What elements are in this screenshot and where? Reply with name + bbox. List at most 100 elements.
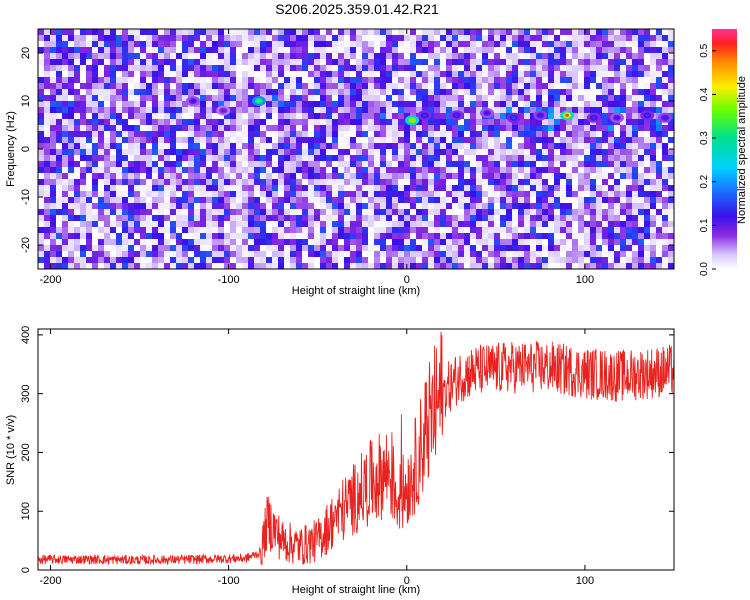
heatmap-cell	[218, 173, 224, 179]
heatmap-cell	[116, 161, 122, 167]
heatmap-cell	[326, 233, 332, 239]
heatmap-cell	[398, 131, 404, 137]
heatmap-cell	[668, 221, 674, 227]
heatmap-cell	[284, 185, 290, 191]
heatmap-cell	[632, 83, 638, 89]
heatmap-cell	[230, 119, 236, 125]
heatmap-cell	[578, 245, 584, 251]
heatmap-cell	[446, 227, 452, 233]
heatmap-cell	[578, 239, 584, 245]
heatmap-cell	[464, 77, 470, 83]
heatmap-cell	[536, 239, 542, 245]
heatmap-cell	[104, 125, 110, 131]
heatmap-cell	[182, 233, 188, 239]
heatmap-cell	[572, 47, 578, 53]
heatmap-cell	[374, 65, 380, 71]
heatmap-cell	[638, 119, 644, 125]
heatmap-cell	[428, 251, 434, 257]
heatmap-cell	[476, 257, 482, 263]
heatmap-cell	[566, 143, 572, 149]
heatmap-cell	[368, 245, 374, 251]
heatmap-cell	[500, 227, 506, 233]
heatmap-cell	[272, 263, 278, 269]
heatmap-cell	[140, 143, 146, 149]
heatmap-cell	[122, 209, 128, 215]
heatmap-cell	[524, 191, 530, 197]
heatmap-cell	[440, 173, 446, 179]
heatmap-cell	[440, 119, 446, 125]
heatmap-cell	[470, 71, 476, 77]
heatmap-cell	[470, 101, 476, 107]
heatmap-cell	[128, 197, 134, 203]
heatmap-cell	[326, 113, 332, 119]
heatmap-cell	[626, 53, 632, 59]
heatmap-cell	[68, 263, 74, 269]
heatmap-cell	[410, 29, 416, 35]
heatmap-cell	[230, 227, 236, 233]
heatmap-cell	[206, 83, 212, 89]
heatmap-cell	[152, 185, 158, 191]
heatmap-cell	[302, 197, 308, 203]
heatmap-cell	[50, 125, 56, 131]
heatmap-cell	[290, 197, 296, 203]
heatmap-cell	[278, 173, 284, 179]
heatmap-cell	[146, 215, 152, 221]
heatmap-cell	[638, 41, 644, 47]
heatmap-cell	[62, 185, 68, 191]
heatmap-cell	[128, 215, 134, 221]
heatmap-cell	[152, 191, 158, 197]
heatmap-cell	[560, 257, 566, 263]
heatmap-cell	[254, 59, 260, 65]
heatmap-cell	[92, 215, 98, 221]
heatmap-cell	[260, 119, 266, 125]
heatmap-cell	[332, 137, 338, 143]
heatmap-cell	[626, 233, 632, 239]
heatmap-cell	[56, 131, 62, 137]
heatmap-cell	[470, 95, 476, 101]
heatmap-cell	[152, 155, 158, 161]
heatmap-cell	[464, 239, 470, 245]
heatmap-cell	[428, 119, 434, 125]
heatmap-cell	[464, 149, 470, 155]
heatmap-cell	[122, 245, 128, 251]
heatmap-cell	[164, 47, 170, 53]
heatmap-cell	[500, 173, 506, 179]
heatmap-cell	[518, 101, 524, 107]
heatmap-cell	[128, 83, 134, 89]
heatmap-cell	[614, 257, 620, 263]
heatmap-cell	[416, 185, 422, 191]
heatmap-cell	[110, 155, 116, 161]
heatmap-cell	[500, 35, 506, 41]
heatmap-cell	[62, 209, 68, 215]
heatmap-cell	[548, 179, 554, 185]
heatmap-cell	[602, 179, 608, 185]
heatmap-cell	[482, 143, 488, 149]
heatmap-cell	[662, 197, 668, 203]
heatmap-cell	[200, 215, 206, 221]
heatmap-cell	[602, 149, 608, 155]
heatmap-cell	[50, 101, 56, 107]
heatmap-cell	[170, 185, 176, 191]
heatmap-cell	[206, 161, 212, 167]
heatmap-cell	[668, 257, 674, 263]
heatmap-cell	[98, 161, 104, 167]
heatmap-cell	[578, 29, 584, 35]
heatmap-cell	[242, 149, 248, 155]
heatmap-cell	[170, 101, 176, 107]
heatmap-cell	[608, 53, 614, 59]
heatmap-cell	[392, 245, 398, 251]
heatmap-cell	[404, 149, 410, 155]
heatmap-cell	[524, 89, 530, 95]
heatmap-cell	[458, 77, 464, 83]
heatmap-cell	[596, 47, 602, 53]
heatmap-cell	[638, 257, 644, 263]
heatmap-cell	[296, 137, 302, 143]
heatmap-cell	[284, 47, 290, 53]
heatmap-cell	[92, 257, 98, 263]
heatmap-cell	[518, 215, 524, 221]
heatmap-cell	[98, 137, 104, 143]
heatmap-cell	[140, 107, 146, 113]
heatmap-cell	[188, 125, 194, 131]
heatmap-cell	[632, 263, 638, 269]
heatmap-cell	[494, 89, 500, 95]
